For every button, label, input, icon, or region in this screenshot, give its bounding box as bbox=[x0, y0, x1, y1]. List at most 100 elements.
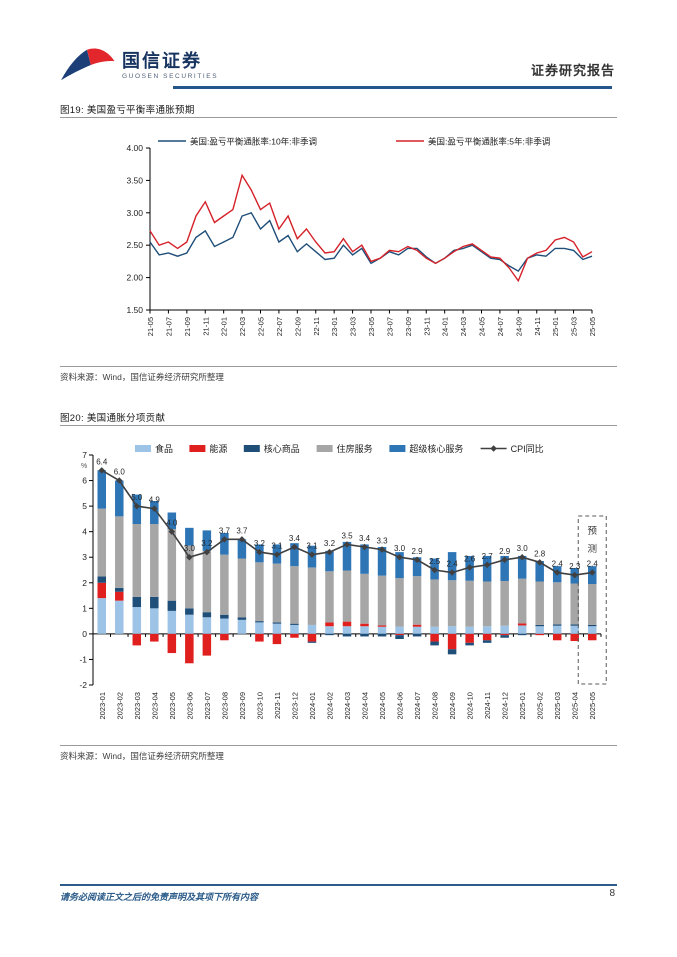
svg-text:2023-12: 2023-12 bbox=[290, 692, 299, 720]
svg-text:21-07: 21-07 bbox=[164, 317, 173, 336]
svg-text:24-09: 24-09 bbox=[514, 317, 523, 336]
chart2-bar-2024-05 bbox=[377, 547, 387, 637]
chart1-series-line-1 bbox=[149, 173, 593, 283]
svg-text:2024-08: 2024-08 bbox=[431, 692, 440, 720]
svg-text:6: 6 bbox=[82, 476, 87, 486]
svg-text:22-09: 22-09 bbox=[293, 317, 302, 336]
svg-text:2023-01: 2023-01 bbox=[98, 692, 107, 720]
svg-text:2.6: 2.6 bbox=[464, 554, 476, 563]
svg-text:2.4: 2.4 bbox=[552, 560, 564, 569]
chart2-stacked-bars bbox=[97, 470, 597, 664]
svg-text:25-05: 25-05 bbox=[588, 317, 597, 336]
chart2-bar-2024-12 bbox=[500, 555, 509, 638]
svg-text:2024-01: 2024-01 bbox=[308, 692, 317, 720]
chart2-forecast-box: 预测 bbox=[577, 515, 607, 685]
svg-text:23-07: 23-07 bbox=[385, 317, 394, 336]
svg-text:23-09: 23-09 bbox=[404, 317, 413, 336]
chart2-bar-2023-01 bbox=[97, 470, 107, 634]
svg-text:22-05: 22-05 bbox=[257, 317, 266, 336]
figure19-source-divider bbox=[60, 366, 617, 367]
svg-text:%: % bbox=[81, 463, 87, 470]
chart2-bar-2023-05 bbox=[167, 512, 177, 654]
chart2-bar-2025-01 bbox=[517, 555, 527, 636]
svg-text:22-01: 22-01 bbox=[220, 317, 229, 336]
svg-text:2.9: 2.9 bbox=[499, 547, 511, 556]
svg-text:2025-04: 2025-04 bbox=[571, 692, 580, 720]
page-number: 8 bbox=[609, 888, 615, 899]
svg-text:3.4: 3.4 bbox=[289, 534, 301, 543]
svg-text:3.0: 3.0 bbox=[184, 544, 196, 553]
svg-text:25-03: 25-03 bbox=[570, 317, 579, 336]
svg-text:1.50: 1.50 bbox=[126, 305, 143, 315]
svg-text:3: 3 bbox=[82, 552, 87, 562]
chart2-legend-item-4: 超级核心服务 bbox=[389, 443, 463, 454]
svg-text:2.7: 2.7 bbox=[482, 552, 494, 561]
chart2-bar-2024-04 bbox=[360, 544, 369, 637]
svg-text:3.1: 3.1 bbox=[271, 542, 283, 551]
svg-text:3.1: 3.1 bbox=[306, 542, 318, 551]
svg-text:能源: 能源 bbox=[209, 443, 227, 454]
chart2-bar-2023-09 bbox=[237, 539, 247, 634]
svg-text:3.50: 3.50 bbox=[126, 175, 143, 185]
chart2-bar-2023-08 bbox=[220, 532, 229, 641]
figure20-source-note: 资料来源：Wind，国信证券经济研究所整理 bbox=[60, 751, 224, 761]
svg-text:4: 4 bbox=[82, 527, 87, 537]
svg-text:2024-11: 2024-11 bbox=[483, 692, 492, 719]
svg-text:核心商品: 核心商品 bbox=[264, 443, 300, 454]
chart2-bar-2024-11 bbox=[482, 555, 492, 643]
svg-text:3.3: 3.3 bbox=[376, 537, 388, 546]
svg-text:2.00: 2.00 bbox=[126, 273, 143, 283]
svg-text:2.3: 2.3 bbox=[569, 562, 581, 571]
svg-text:2024-03: 2024-03 bbox=[343, 692, 352, 720]
svg-text:3.7: 3.7 bbox=[236, 526, 248, 535]
svg-text:3.0: 3.0 bbox=[394, 544, 406, 553]
svg-text:3.00: 3.00 bbox=[126, 208, 143, 218]
svg-text:3.2: 3.2 bbox=[201, 539, 213, 548]
chart2-legend-item-3: 住房服务 bbox=[316, 443, 373, 454]
svg-text:3.0: 3.0 bbox=[517, 544, 529, 553]
svg-text:23-01: 23-01 bbox=[330, 317, 339, 336]
chart2-bar-2023-03 bbox=[132, 494, 142, 646]
svg-text:2024-06: 2024-06 bbox=[396, 692, 405, 720]
svg-text:21-11: 21-11 bbox=[201, 317, 210, 336]
svg-text:2025-05: 2025-05 bbox=[588, 692, 597, 720]
svg-text:2025-02: 2025-02 bbox=[536, 692, 545, 720]
chart1-axes bbox=[149, 148, 592, 311]
chart2-bar-2025-02 bbox=[535, 561, 544, 636]
chart1-series-line-0 bbox=[149, 211, 593, 273]
brand-text: 国信证券 GUOSEN SECURITIES bbox=[122, 51, 218, 80]
svg-text:2024-09: 2024-09 bbox=[448, 692, 457, 720]
svg-text:4.00: 4.00 bbox=[126, 143, 143, 153]
svg-text:23-03: 23-03 bbox=[349, 317, 358, 336]
svg-text:21-09: 21-09 bbox=[183, 317, 192, 336]
chart2-bar-2023-11 bbox=[272, 544, 282, 645]
chart2-bar-2023-10 bbox=[255, 544, 264, 642]
svg-text:2.9: 2.9 bbox=[412, 547, 424, 556]
chart2-legend-item-1: 能源 bbox=[189, 443, 227, 454]
footer-divider bbox=[60, 884, 617, 886]
svg-text:4.9: 4.9 bbox=[149, 496, 161, 505]
chart2-legend-item-2: 核心商品 bbox=[243, 443, 300, 454]
chart2-bar-2025-03 bbox=[552, 566, 562, 641]
chart2-bar-2023-06 bbox=[185, 527, 194, 664]
svg-text:5.0: 5.0 bbox=[131, 493, 143, 502]
svg-text:2023-08: 2023-08 bbox=[220, 692, 229, 720]
svg-text:24-01: 24-01 bbox=[441, 317, 450, 336]
svg-text:2.4: 2.4 bbox=[587, 560, 599, 569]
svg-text:2023-06: 2023-06 bbox=[185, 692, 194, 720]
brand-name-en: GUOSEN SECURITIES bbox=[122, 72, 219, 80]
figure20-title-underline bbox=[60, 425, 617, 426]
svg-text:22-11: 22-11 bbox=[312, 317, 321, 336]
svg-text:2024-12: 2024-12 bbox=[501, 692, 510, 720]
figure20-title: 图20: 美国通胀分项贡献 bbox=[60, 413, 166, 424]
svg-text:24-03: 24-03 bbox=[459, 317, 468, 336]
svg-text:1: 1 bbox=[82, 603, 87, 613]
svg-text:7: 7 bbox=[82, 450, 87, 460]
svg-text:6.0: 6.0 bbox=[114, 468, 126, 477]
svg-text:2023-04: 2023-04 bbox=[150, 692, 159, 720]
chart2-bar-2025-05 bbox=[587, 566, 597, 641]
svg-text:21-05: 21-05 bbox=[146, 317, 155, 336]
header-divider bbox=[173, 86, 612, 89]
chart2-bar-2024-09 bbox=[447, 552, 457, 655]
